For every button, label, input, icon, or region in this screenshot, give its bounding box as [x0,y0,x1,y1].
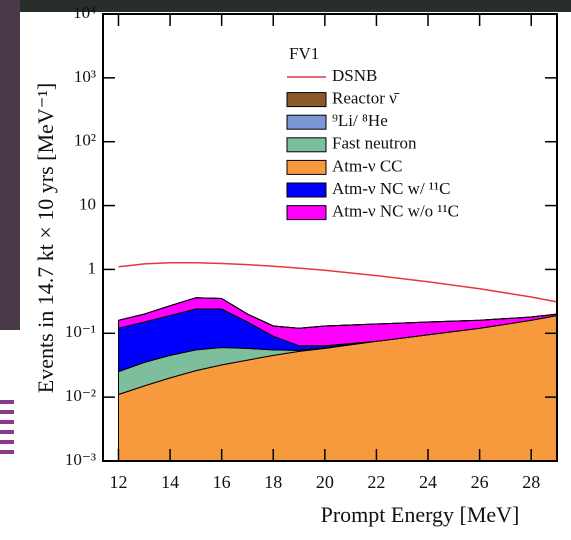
backdrop-stripes [0,400,14,454]
y-tick-label: 10² [74,131,96,150]
x-tick-label: 18 [264,472,282,492]
legend-swatch [286,159,327,175]
y-tick-label: 10⁻³ [65,450,96,469]
x-tick-label: 16 [213,472,231,492]
x-tick-label: 28 [522,472,540,492]
legend-label: Atm-ν NC w/o ¹¹C [332,202,459,221]
backdrop-top [0,0,571,12]
legend-label: Atm-ν NC w/ ¹¹C [332,179,450,198]
legend-swatch [286,137,327,153]
y-tick-label: 1 [88,258,97,277]
y-tick-label: 10 [79,194,96,213]
legend-swatch [286,205,327,221]
legend-swatch [286,114,327,130]
x-tick-label: 20 [316,472,334,492]
x-tick-label: 24 [419,472,437,492]
legend-label: DSNB [332,66,377,85]
legend-swatch [286,92,327,108]
x-tick-label: 22 [367,472,385,492]
legend-title: FV1 [289,44,319,63]
legend-label: Atm-ν CC [332,156,403,175]
x-tick-label: 12 [109,472,127,492]
x-tick-label: 26 [471,472,489,492]
y-tick-label: 10⁻¹ [65,322,96,341]
x-axis-label: Prompt Energy [MeV] [321,502,520,527]
y-axis-label: Events in 14.7 kt × 10 yrs [MeV⁻¹] [33,83,58,393]
x-tick-label: 14 [161,472,179,492]
axes-frame [102,13,558,462]
y-tick-label: 10³ [74,67,96,86]
backdrop-left [0,0,20,330]
legend-label: Fast neutron [332,134,417,153]
line [118,262,558,303]
legend-label: Reactor ν̄ [332,89,400,108]
legend-swatch [286,182,327,198]
legend-label: ⁹Li/ ⁸He [332,111,388,130]
y-tick-label: 10⁴ [73,3,96,22]
y-tick-label: 10⁻² [65,386,96,405]
